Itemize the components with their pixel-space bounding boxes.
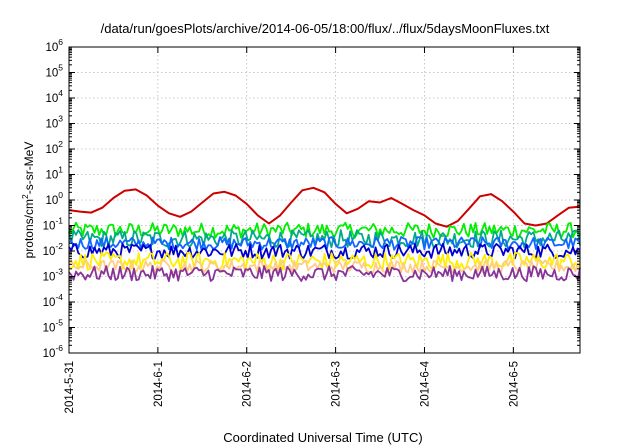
y-tick-label: 104 bbox=[45, 88, 63, 105]
y-tick-label: 102 bbox=[45, 139, 63, 156]
chart-title: /data/run/goesPlots/archive/2014-06-05/1… bbox=[101, 21, 550, 36]
grid bbox=[69, 47, 580, 353]
y-tick-label: 10-2 bbox=[43, 241, 64, 258]
y-label-post: -s-sr-MeV bbox=[22, 142, 36, 195]
y-label-sup: 2 bbox=[20, 194, 30, 199]
series-line-3 bbox=[68, 229, 581, 249]
y-label-pre: protons/cm bbox=[22, 199, 36, 258]
x-tick-label: 2014-6-4 bbox=[419, 360, 431, 407]
x-tick-label: 2014-6-3 bbox=[331, 361, 343, 407]
x-tick-label: 2014-6-1 bbox=[153, 361, 165, 407]
x-tick-label: 2014-6-5 bbox=[508, 361, 520, 407]
x-axis: 2014-5-31 2014-6-1 2014-6-2 2014-6-3 2014-6-… bbox=[64, 47, 520, 413]
y-tick-label: 101 bbox=[45, 165, 63, 182]
y-tick-label: 10-6 bbox=[43, 343, 64, 360]
x-axis-label: Coordinated Universal Time (UTC) bbox=[223, 430, 422, 445]
series-line-1 bbox=[68, 186, 581, 228]
y-tick-label: 103 bbox=[45, 114, 63, 131]
y-tick-label: 10-3 bbox=[43, 267, 64, 284]
y-axis: 10-6 10-5 10-4 10-3 10-2 10-1 100 101 102 103 104 1… bbox=[43, 37, 580, 360]
y-axis-label: protons/cm2-s-sr-MeV bbox=[20, 142, 36, 259]
series-group bbox=[68, 186, 581, 283]
y-tick-label: 10-4 bbox=[43, 292, 64, 309]
y-tick-label: 106 bbox=[45, 37, 63, 54]
y-tick-label: 10-1 bbox=[43, 216, 64, 233]
series-line-7 bbox=[68, 259, 581, 274]
series-line-2 bbox=[68, 221, 581, 239]
series-line-4 bbox=[68, 236, 581, 251]
series-line-8 bbox=[68, 265, 581, 283]
x-tick-label: 2014-5-31 bbox=[64, 361, 76, 413]
y-tick-label: 10-5 bbox=[43, 318, 64, 335]
y-tick-label: 100 bbox=[45, 190, 63, 207]
x-tick-label: 2014-6-2 bbox=[242, 361, 254, 407]
y-tick-label: 105 bbox=[45, 63, 63, 80]
